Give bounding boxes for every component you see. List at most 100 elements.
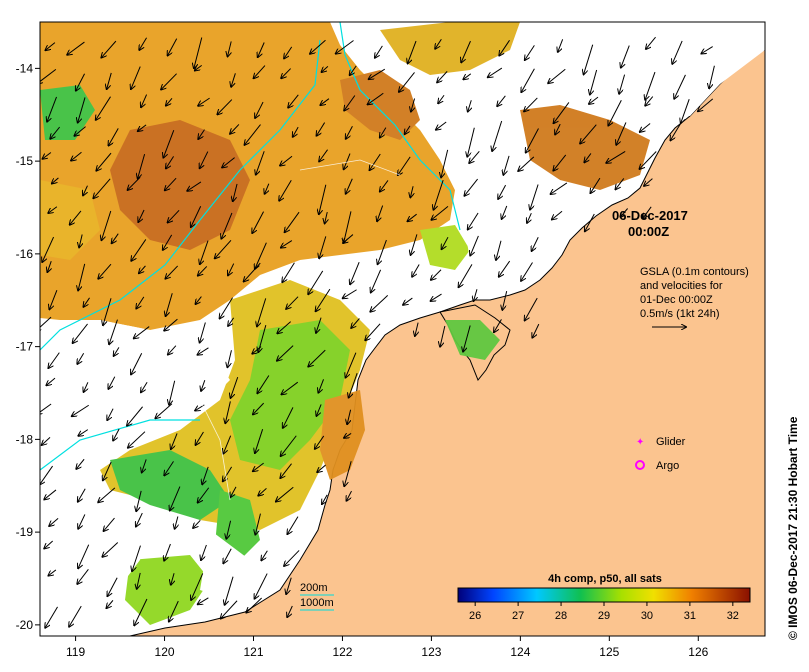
velocity-arrow (78, 97, 86, 122)
velocity-arrow (131, 66, 141, 89)
velocity-arrow (370, 294, 389, 311)
velocity-arrow (286, 577, 292, 594)
x-tick-label: 121 (243, 645, 263, 659)
velocity-arrow (131, 353, 143, 374)
velocity-arrow (155, 403, 173, 418)
velocity-arrow (441, 149, 449, 177)
velocity-arrow (244, 262, 261, 281)
velocity-arrow (492, 120, 503, 151)
velocity-arrow (276, 486, 294, 501)
platform-legend: ✦ Glider Argo (635, 436, 686, 472)
velocity-arrow (502, 205, 508, 219)
velocity-arrow (521, 262, 533, 280)
velocity-arrow (346, 178, 353, 194)
velocity-arrow (83, 297, 90, 307)
velocity-arrow (496, 240, 502, 260)
velocity-arrow (246, 597, 262, 613)
velocity-arrow (399, 72, 415, 91)
velocity-arrow (606, 150, 626, 163)
velocity-arrow (440, 325, 446, 347)
velocity-arrow (134, 326, 150, 339)
velocity-arrow (310, 39, 326, 53)
velocity-arrow (527, 212, 531, 223)
velocity-arrow (288, 94, 299, 108)
velocity-arrow (344, 461, 352, 486)
velocity-arrows (40, 36, 715, 627)
gsla-note-line-1: GSLA (0.1m contours) (640, 266, 749, 278)
plot-frame (39, 21, 766, 637)
velocity-arrow (616, 122, 627, 144)
velocity-arrow (231, 376, 239, 398)
velocity-arrow (317, 122, 326, 136)
velocity-arrow (580, 124, 597, 144)
velocity-arrow (217, 99, 233, 115)
velocity-arrow (368, 92, 384, 104)
velocity-arrow (98, 263, 112, 279)
velocity-arrow (215, 239, 232, 258)
velocity-arrow (83, 185, 88, 196)
velocity-arrow (325, 211, 328, 223)
velocity-arrow (194, 37, 203, 69)
x-tick-label: 122 (332, 645, 352, 659)
velocity-arrow (42, 436, 51, 445)
velocity-arrow (171, 573, 174, 584)
velocity-arrow (198, 597, 209, 604)
colorbar-gradient (457, 587, 751, 603)
velocity-arrow (225, 401, 231, 423)
velocity-arrow (319, 149, 328, 162)
velocity-arrow (257, 298, 267, 326)
velocity-arrow (170, 486, 181, 511)
velocity-arrow (166, 293, 173, 316)
velocity-arrow (253, 462, 264, 471)
velocity-arrow (258, 488, 267, 495)
velocity-arrow (255, 513, 261, 535)
colorbar: 4h comp, p50, all sats 26 27 28 29 30 31 32 (457, 573, 751, 622)
velocity-arrow (107, 408, 114, 420)
velocity-arrow (346, 125, 353, 139)
velocity-arrow (672, 40, 683, 64)
velocity-arrow (378, 239, 387, 264)
velocity-arrow (280, 463, 292, 478)
velocity-arrow (164, 543, 171, 561)
velocity-arrow (616, 178, 625, 189)
velocity-arrow (198, 129, 205, 139)
x-tick-label: 119 (66, 645, 85, 659)
velocity-arrow (548, 68, 566, 83)
velocity-arrow (233, 183, 238, 201)
velocity-arrow (350, 261, 360, 284)
velocity-arrow (198, 266, 208, 275)
velocity-arrow (164, 461, 174, 475)
y-axis: -14 -15 -16 -17 -18 -19 -20 (16, 61, 40, 632)
velocity-arrow (320, 98, 330, 105)
velocity-arrow (640, 151, 657, 168)
velocity-arrow (76, 73, 86, 91)
velocity-arrow (168, 38, 178, 56)
velocity-arrow (168, 209, 180, 222)
velocity-arrow (72, 404, 89, 416)
velocity-arrow (101, 210, 112, 240)
plot-area (40, 22, 765, 636)
velocity-arrow (223, 466, 233, 481)
velocity-arrow (141, 94, 148, 108)
velocity-arrow (71, 151, 82, 160)
velocity-arrow (48, 206, 58, 213)
colorbar-tick-label: 28 (555, 610, 567, 622)
velocity-arrow (261, 550, 268, 561)
velocity-arrow (308, 349, 326, 366)
velocity-arrow (193, 519, 201, 528)
velocity-arrow (344, 153, 351, 170)
velocity-arrow (77, 568, 89, 584)
velocity-arrow (171, 433, 178, 449)
velocity-arrow (139, 265, 146, 273)
velocity-arrow (408, 213, 417, 221)
velocity-arrow (245, 124, 261, 145)
velocity-arrow (336, 40, 354, 54)
velocity-arrow (50, 126, 61, 139)
velocity-arrow (48, 352, 60, 368)
velocity-arrow (532, 323, 540, 337)
velocity-arrow (166, 97, 173, 105)
velocity-arrow (191, 206, 202, 227)
velocity-arrow (464, 178, 478, 196)
velocity-arrow (70, 210, 82, 225)
